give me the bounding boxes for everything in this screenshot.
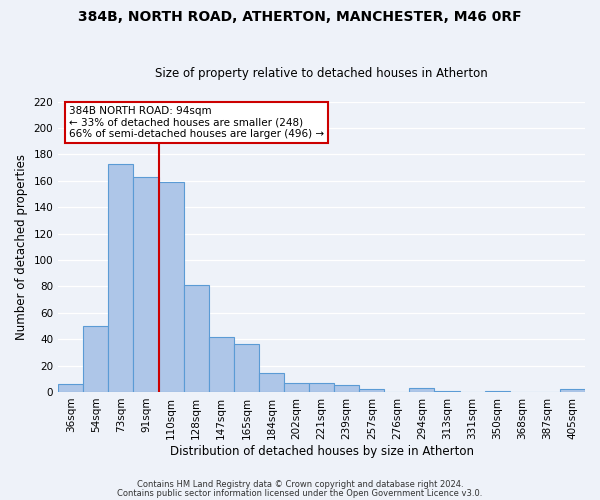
Text: Contains public sector information licensed under the Open Government Licence v3: Contains public sector information licen… [118, 488, 482, 498]
Bar [158, 182, 184, 392]
Bar [259, 374, 284, 392]
Bar [133, 177, 158, 392]
Bar [409, 388, 434, 392]
Bar [434, 390, 460, 392]
Bar [334, 386, 359, 392]
Text: 384B NORTH ROAD: 94sqm
← 33% of detached houses are smaller (248)
66% of semi-de: 384B NORTH ROAD: 94sqm ← 33% of detached… [69, 106, 324, 139]
Bar [184, 285, 209, 392]
Bar [109, 164, 133, 392]
Bar [83, 326, 109, 392]
Bar [209, 336, 234, 392]
Bar [284, 382, 309, 392]
Bar [234, 344, 259, 392]
Y-axis label: Number of detached properties: Number of detached properties [15, 154, 28, 340]
Bar [309, 382, 334, 392]
Bar [359, 390, 385, 392]
Text: 384B, NORTH ROAD, ATHERTON, MANCHESTER, M46 0RF: 384B, NORTH ROAD, ATHERTON, MANCHESTER, … [78, 10, 522, 24]
Title: Size of property relative to detached houses in Atherton: Size of property relative to detached ho… [155, 66, 488, 80]
Text: Contains HM Land Registry data © Crown copyright and database right 2024.: Contains HM Land Registry data © Crown c… [137, 480, 463, 489]
Bar [485, 390, 510, 392]
Bar [58, 384, 83, 392]
Bar [560, 390, 585, 392]
X-axis label: Distribution of detached houses by size in Atherton: Distribution of detached houses by size … [170, 444, 473, 458]
